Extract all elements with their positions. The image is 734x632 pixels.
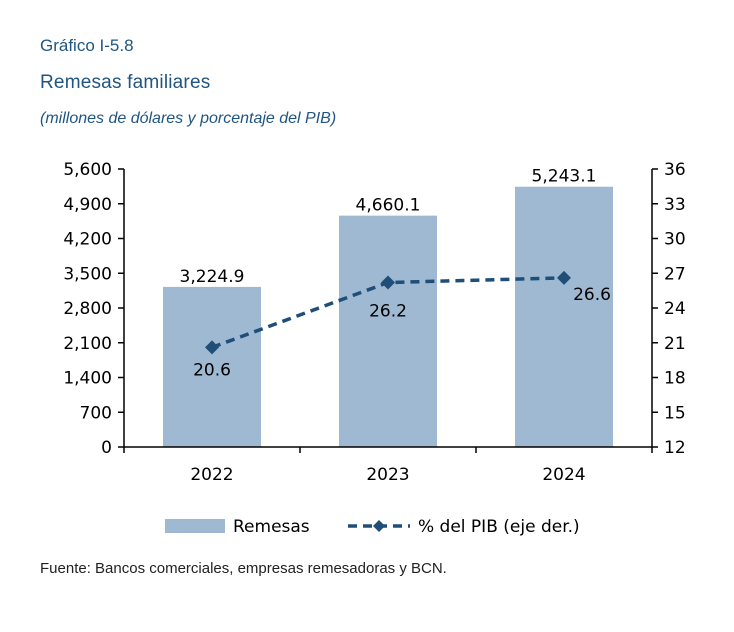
legend-swatch-bar [165,519,225,533]
right-tick-label: 18 [664,369,686,389]
bar [163,286,261,447]
x-tick-label: 2023 [366,465,409,485]
right-tick-label: 15 [664,403,686,423]
left-tick-label: 2,800 [63,299,112,319]
line-group: 20.6 26.2 26.6 [193,270,611,380]
left-tick-label: 2,100 [63,334,112,354]
left-tick-label: 0 [101,438,112,458]
legend-label-line: % del PIB (eje der.) [418,517,580,537]
right-tick-label: 36 [664,160,686,180]
left-tick-label: 700 [80,403,112,423]
right-tick-label: 21 [664,334,686,354]
bar-value-label: 3,224.9 [180,267,245,287]
source-note: Fuente: Bancos comerciales, empresas rem… [40,560,447,577]
right-axis: 12 15 18 21 24 27 30 33 36 [651,160,686,458]
x-tick-label: 2022 [190,465,233,485]
line-marker [557,270,571,285]
right-tick-label: 24 [664,299,686,319]
legend-marker [373,520,385,532]
line-marker [381,275,395,290]
bar [515,186,613,447]
left-tick-label: 4,900 [63,195,112,215]
left-tick-label: 3,500 [63,264,112,284]
legend-label-bar: Remesas [233,517,310,537]
x-tick-label: 2024 [542,465,585,485]
left-axis: 0 700 1,400 2,100 2,800 3,500 4,200 4,900 5,600 [63,160,125,458]
chart-area: 07001,4002,1002,8003,5004,2004,9005,600 … [63,160,686,537]
legend: Remesas % del PIB (eje der.) [165,517,580,537]
line-value-label: 26.6 [573,285,611,305]
line-value-label: 26.2 [369,302,407,322]
right-tick-label: 12 [664,438,686,458]
bar [339,215,437,447]
bar-value-label: 5,243.1 [532,167,597,187]
left-tick-label: 4,200 [63,230,112,250]
x-axis: 2022 2023 2024 [123,446,653,485]
left-tick-label: 1,400 [63,369,112,389]
line-marker [205,340,219,355]
left-tick-label: 5,600 [63,160,112,180]
chart-subtitle: (millones de dólares y porcentaje del PI… [40,110,337,127]
right-tick-label: 30 [664,230,686,250]
chart-title: Remesas familiares [40,72,211,93]
bars-group: 3,224.9 4,660.1 5,243.1 [163,167,613,447]
right-tick-label: 33 [664,195,686,215]
bar-value-label: 4,660.1 [356,196,421,216]
line-value-label: 20.6 [193,360,231,380]
right-tick-label: 27 [664,264,686,284]
figure-number: Gráfico I-5.8 [40,36,134,55]
